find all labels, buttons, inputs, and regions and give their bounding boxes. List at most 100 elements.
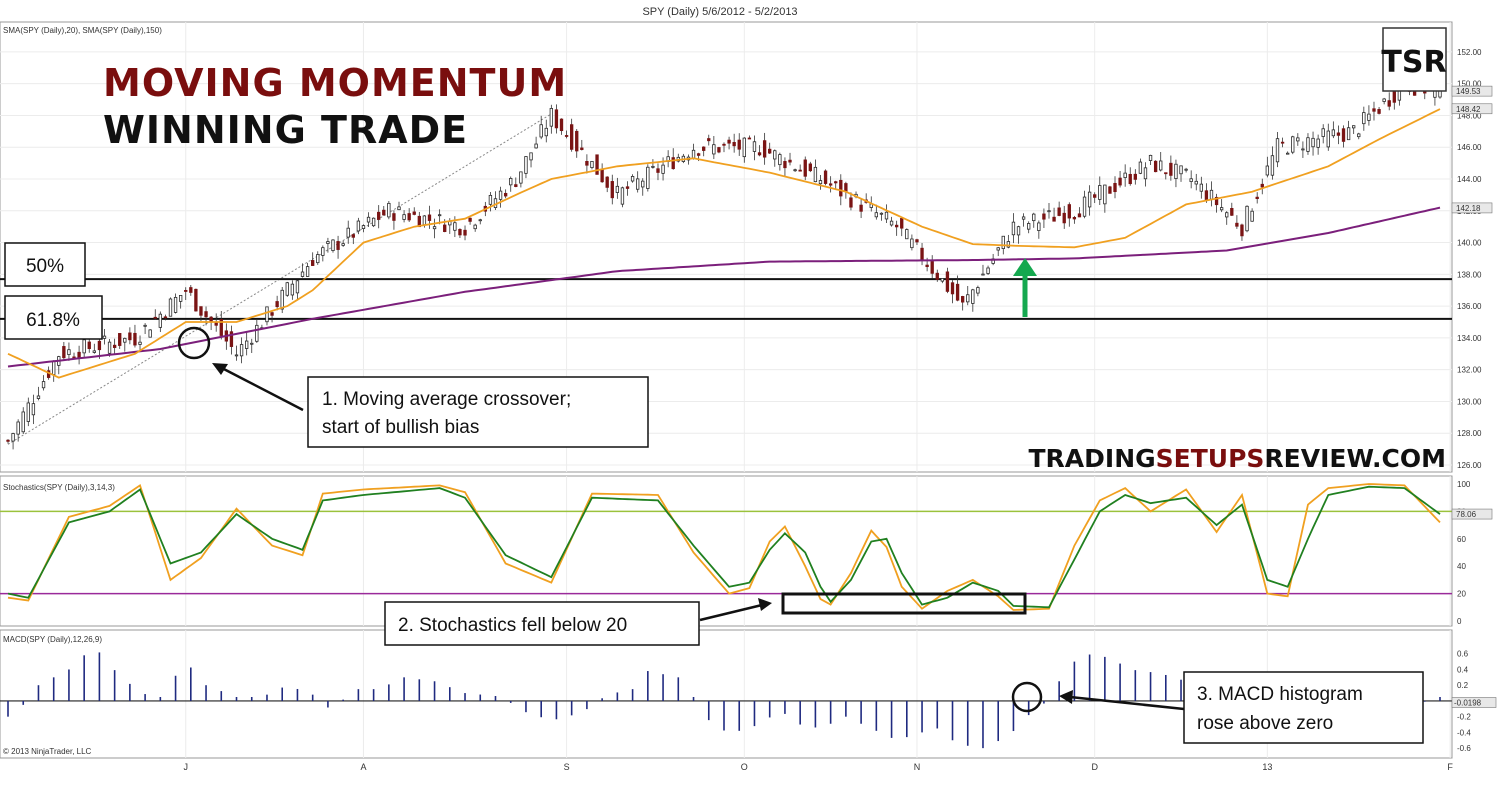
candle-body: [356, 220, 361, 232]
candle-body: [1143, 167, 1148, 180]
candle-body: [1169, 162, 1173, 176]
candle-body: [879, 212, 884, 215]
candle-body: [1032, 213, 1036, 222]
fib-50-box: 50%: [4, 242, 86, 287]
candle-body: [590, 160, 594, 169]
candle-body: [1027, 223, 1031, 230]
candle-body: [1016, 226, 1021, 236]
candle-body: [1306, 137, 1310, 152]
candle-body: [808, 163, 812, 172]
candle-body: [1392, 91, 1396, 103]
fib-618-label: 61.8%: [26, 310, 80, 331]
candle-body: [818, 180, 823, 185]
candle-body: [265, 306, 269, 323]
price-tick-label: 140.00: [1457, 239, 1482, 248]
candle-body: [534, 143, 538, 149]
candle-body: [285, 282, 289, 296]
candle-body: [229, 331, 234, 347]
headline-red: MOVING MOMENTUM: [103, 61, 567, 105]
candle-body: [290, 283, 295, 296]
candle-body: [41, 381, 46, 389]
candle-body: [143, 324, 147, 327]
candle-body: [641, 180, 645, 188]
candle-body: [123, 337, 127, 343]
sma20-line: [7, 108, 1441, 379]
candle-body: [514, 184, 518, 187]
candle-body: [1260, 183, 1264, 188]
entry-arrow: [1013, 258, 1037, 317]
candle-body: [996, 247, 1000, 251]
candle-body: [1352, 125, 1356, 129]
macd-arrow-head: [1059, 690, 1073, 704]
candle-body: [234, 354, 239, 357]
date-tick-label: O: [741, 762, 748, 772]
macd-tick-label: 0.4: [1457, 665, 1469, 674]
candle-body: [920, 247, 924, 261]
stoch-last-tag: 78.06: [1456, 510, 1477, 519]
candle-body: [280, 289, 284, 310]
site-part2: SETUPS: [1156, 444, 1265, 473]
candle-body: [1159, 160, 1163, 171]
candle-body: [321, 247, 325, 256]
last-sma150-tag-box: [1451, 202, 1493, 214]
candle-body: [1174, 163, 1178, 179]
candle-body: [783, 161, 787, 169]
candle-body: [945, 271, 950, 292]
stoch-tick-label: 40: [1457, 562, 1466, 571]
candle-body: [412, 211, 416, 215]
candle-body: [473, 224, 477, 230]
candle-body: [702, 146, 706, 151]
last-sma150-tag: 142.18: [1456, 204, 1481, 213]
macd-tick-label: -0.4: [1457, 728, 1471, 737]
candle-body: [889, 220, 894, 226]
candle-body: [509, 178, 513, 186]
price-tick-label: 132.00: [1457, 366, 1482, 375]
candle-body: [1204, 190, 1209, 201]
candle-body: [1082, 196, 1087, 217]
candle-body: [295, 280, 300, 294]
candle-body: [747, 137, 752, 140]
candle-body: [961, 296, 965, 303]
candle-body: [371, 217, 376, 227]
candle-body: [107, 341, 112, 354]
candle-body: [392, 213, 396, 221]
entry-arrow-head: [1013, 258, 1037, 276]
candle-body: [778, 154, 782, 166]
candle-body: [544, 127, 548, 137]
candle-body: [524, 156, 528, 174]
candle-body: [707, 138, 711, 142]
chart-title: SPY (Daily) 5/6/2012 - 5/2/2013: [642, 6, 797, 18]
note1-line1: 1. Moving average crossover;: [322, 389, 571, 410]
candle-body: [900, 218, 904, 229]
candle-body: [1296, 137, 1300, 142]
candle-body: [1077, 213, 1082, 218]
candle-body: [102, 335, 107, 339]
candle-body: [849, 197, 853, 208]
candle-body: [97, 340, 102, 351]
candle-body: [331, 239, 335, 251]
candle-body: [646, 166, 650, 189]
candle-body: [559, 118, 564, 132]
candle-body: [422, 215, 427, 226]
price-tick-label: 148.00: [1457, 111, 1482, 120]
candle-body: [595, 154, 599, 175]
candle-body: [798, 169, 802, 172]
candle-body: [569, 124, 574, 150]
candle-body: [1148, 154, 1153, 161]
candle-body: [194, 288, 198, 312]
candle-body: [727, 139, 731, 144]
logo-text: TSR: [1381, 45, 1446, 80]
candle-body: [163, 316, 168, 319]
date-tick-label: S: [564, 762, 570, 772]
candle-body: [1138, 161, 1143, 174]
macd-tick-label: -0.6: [1457, 744, 1471, 753]
candle-body: [625, 186, 630, 189]
candle-body: [788, 159, 792, 163]
candle-body: [691, 149, 696, 159]
candle-body: [976, 287, 980, 294]
price-series: [0, 72, 1452, 450]
candle-body: [1280, 141, 1285, 144]
candle-body: [884, 211, 889, 220]
price-tick-label: 144.00: [1457, 175, 1482, 184]
candle-body: [620, 187, 625, 205]
